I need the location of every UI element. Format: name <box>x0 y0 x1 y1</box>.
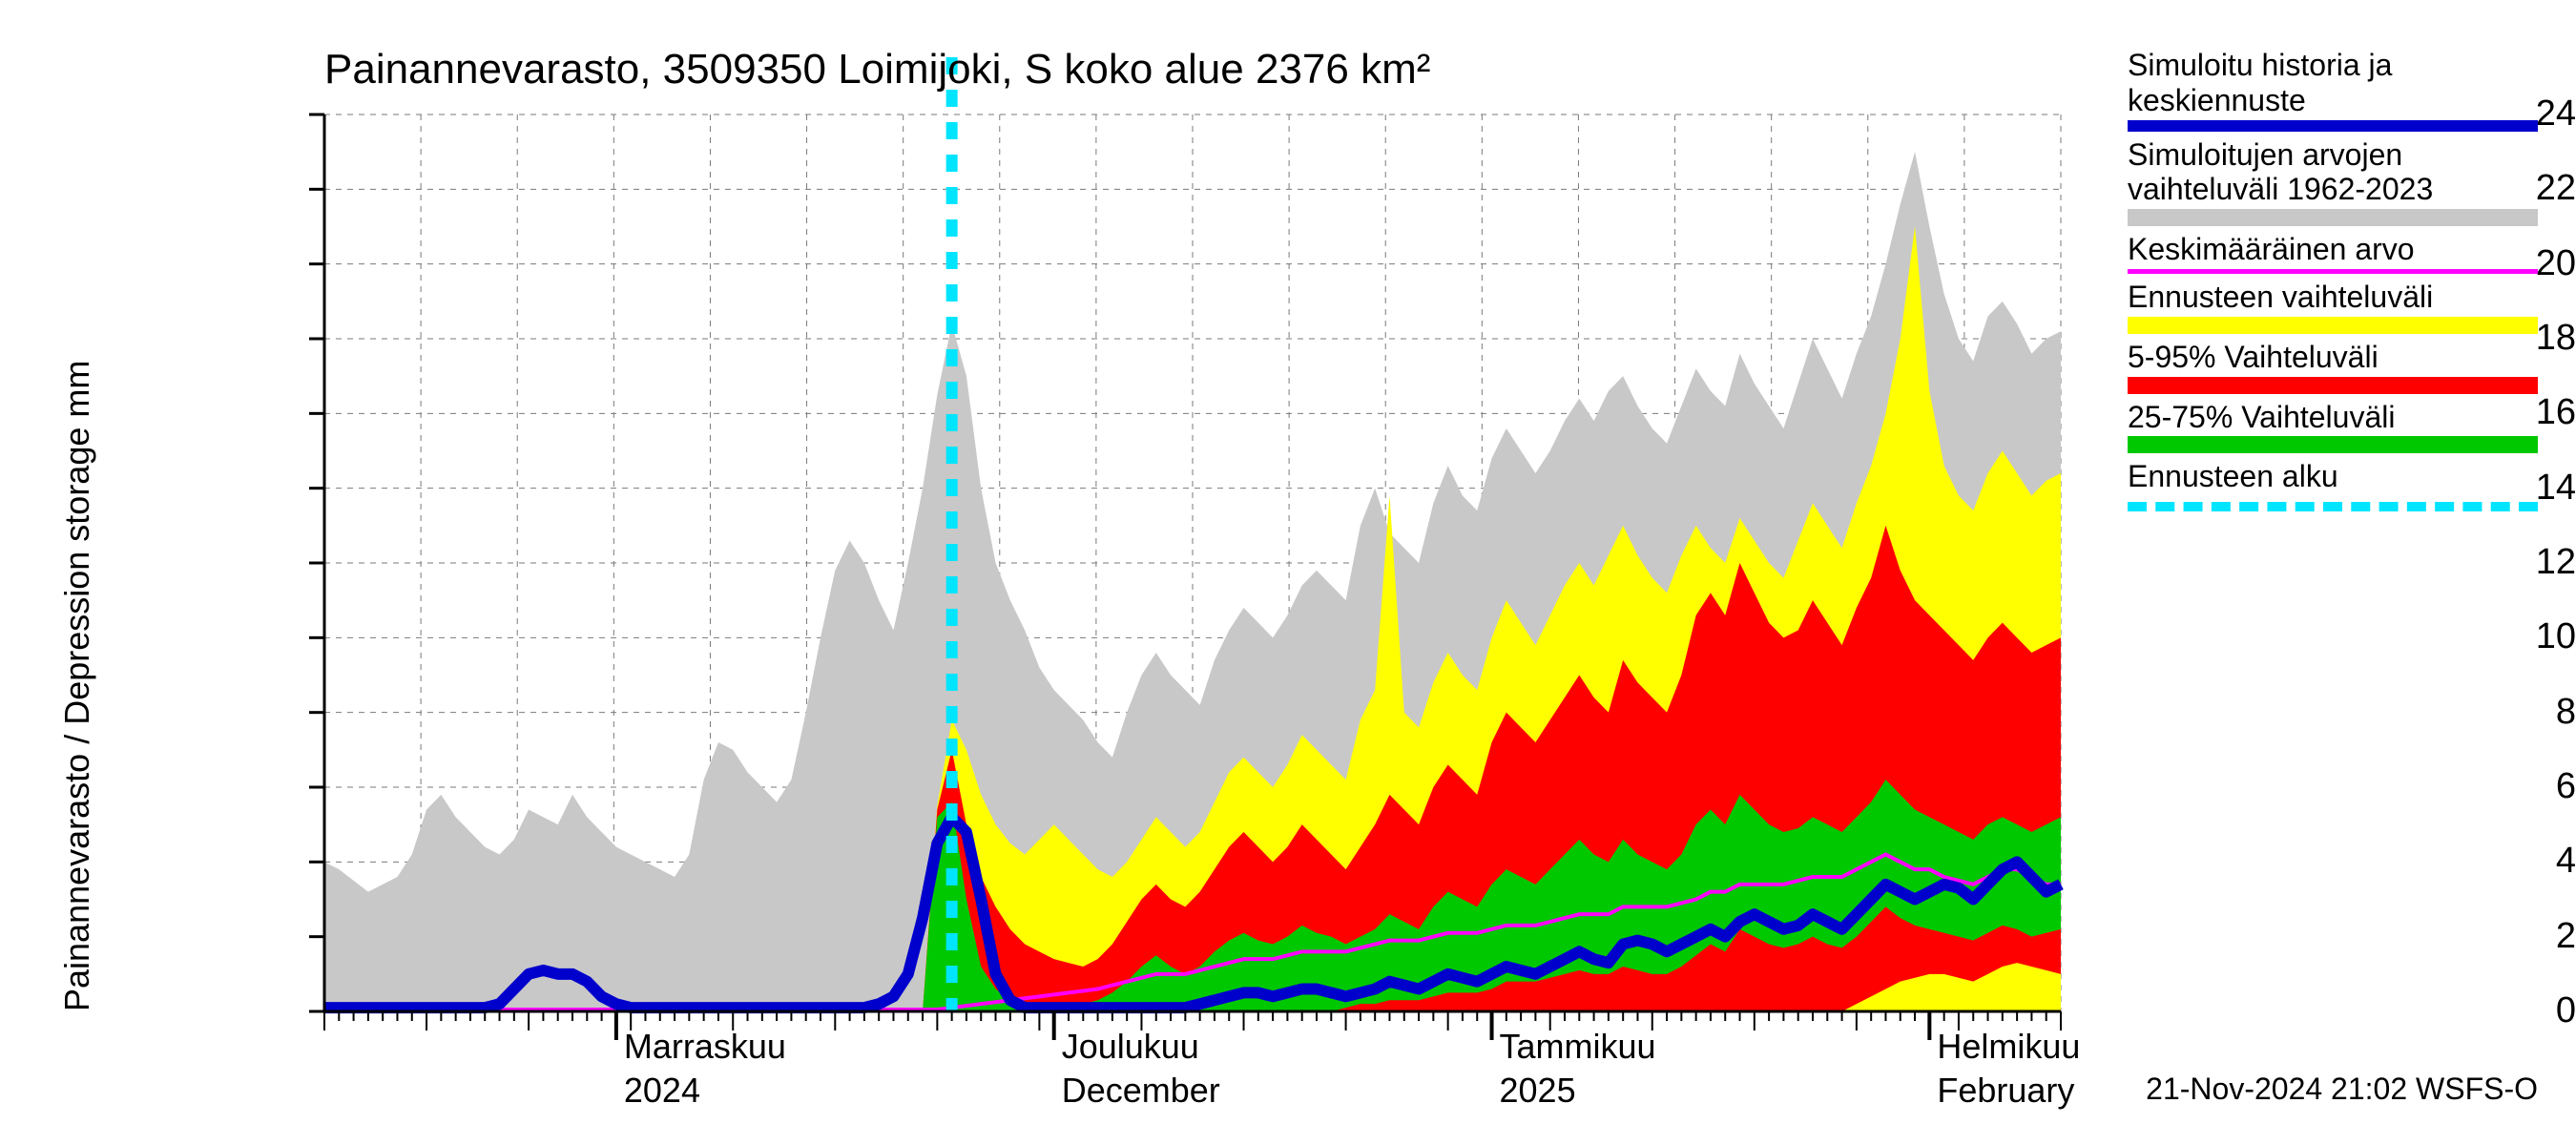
legend-item: Keskimääräinen arvo <box>2128 232 2538 274</box>
legend-swatch <box>2128 436 2538 453</box>
y-axis-label: Painannevarasto / Depression storage mm <box>57 361 97 1011</box>
legend-item: Simuloitujen arvojen vaihteluväli 1962-2… <box>2128 137 2538 227</box>
legend-item: 5-95% Vaihteluväli <box>2128 340 2538 394</box>
y-tick: 2 <box>2278 916 2576 957</box>
x-tick-label-en: December <box>1062 1071 1220 1111</box>
legend-label: 5-95% Vaihteluväli <box>2128 340 2538 375</box>
y-tick: 12 <box>2278 542 2576 583</box>
x-tick-label-fi: Joulukuu <box>1062 1027 1199 1067</box>
legend-swatch <box>2128 502 2538 511</box>
x-tick-label-fi: Tammikuu <box>1500 1027 1656 1067</box>
legend-swatch <box>2128 209 2538 226</box>
legend-label: Ennusteen vaihteluväli <box>2128 280 2538 315</box>
legend-item: Simuloitu historia ja keskiennuste <box>2128 48 2538 132</box>
chart-title: Painannevarasto, 3509350 Loimijoki, S ko… <box>324 46 1430 94</box>
legend-item: Ennusteen vaihteluväli <box>2128 280 2538 334</box>
y-tick: 6 <box>2278 766 2576 807</box>
legend-swatch <box>2128 317 2538 334</box>
legend-swatch <box>2128 269 2538 274</box>
x-tick-label-fi: Marraskuu <box>624 1027 786 1067</box>
legend-label: Ennusteen alku <box>2128 459 2538 494</box>
legend-swatch <box>2128 377 2538 394</box>
x-tick-label-en: February <box>1937 1071 2074 1111</box>
x-tick-label-en: 2024 <box>624 1071 700 1111</box>
y-tick: 10 <box>2278 616 2576 657</box>
y-tick: 4 <box>2278 841 2576 882</box>
legend-item: 25-75% Vaihteluväli <box>2128 400 2538 454</box>
legend-label: Keskimääräinen arvo <box>2128 232 2538 267</box>
legend-label: Simuloitujen arvojen vaihteluväli 1962-2… <box>2128 137 2538 208</box>
footer-timestamp: 21-Nov-2024 21:02 WSFS-O <box>2146 1072 2538 1107</box>
legend-label: Simuloitu historia ja keskiennuste <box>2128 48 2538 118</box>
y-tick: 0 <box>2278 990 2576 1031</box>
legend-label: 25-75% Vaihteluväli <box>2128 400 2538 435</box>
legend-item: Ennusteen alku <box>2128 459 2538 511</box>
legend: Simuloitu historia ja keskiennuste Simulo… <box>2128 48 2538 517</box>
y-tick: 8 <box>2278 692 2576 733</box>
x-tick-label-fi: Helmikuu <box>1937 1027 2080 1067</box>
legend-swatch <box>2128 120 2538 132</box>
x-tick-label-en: 2025 <box>1500 1071 1576 1111</box>
